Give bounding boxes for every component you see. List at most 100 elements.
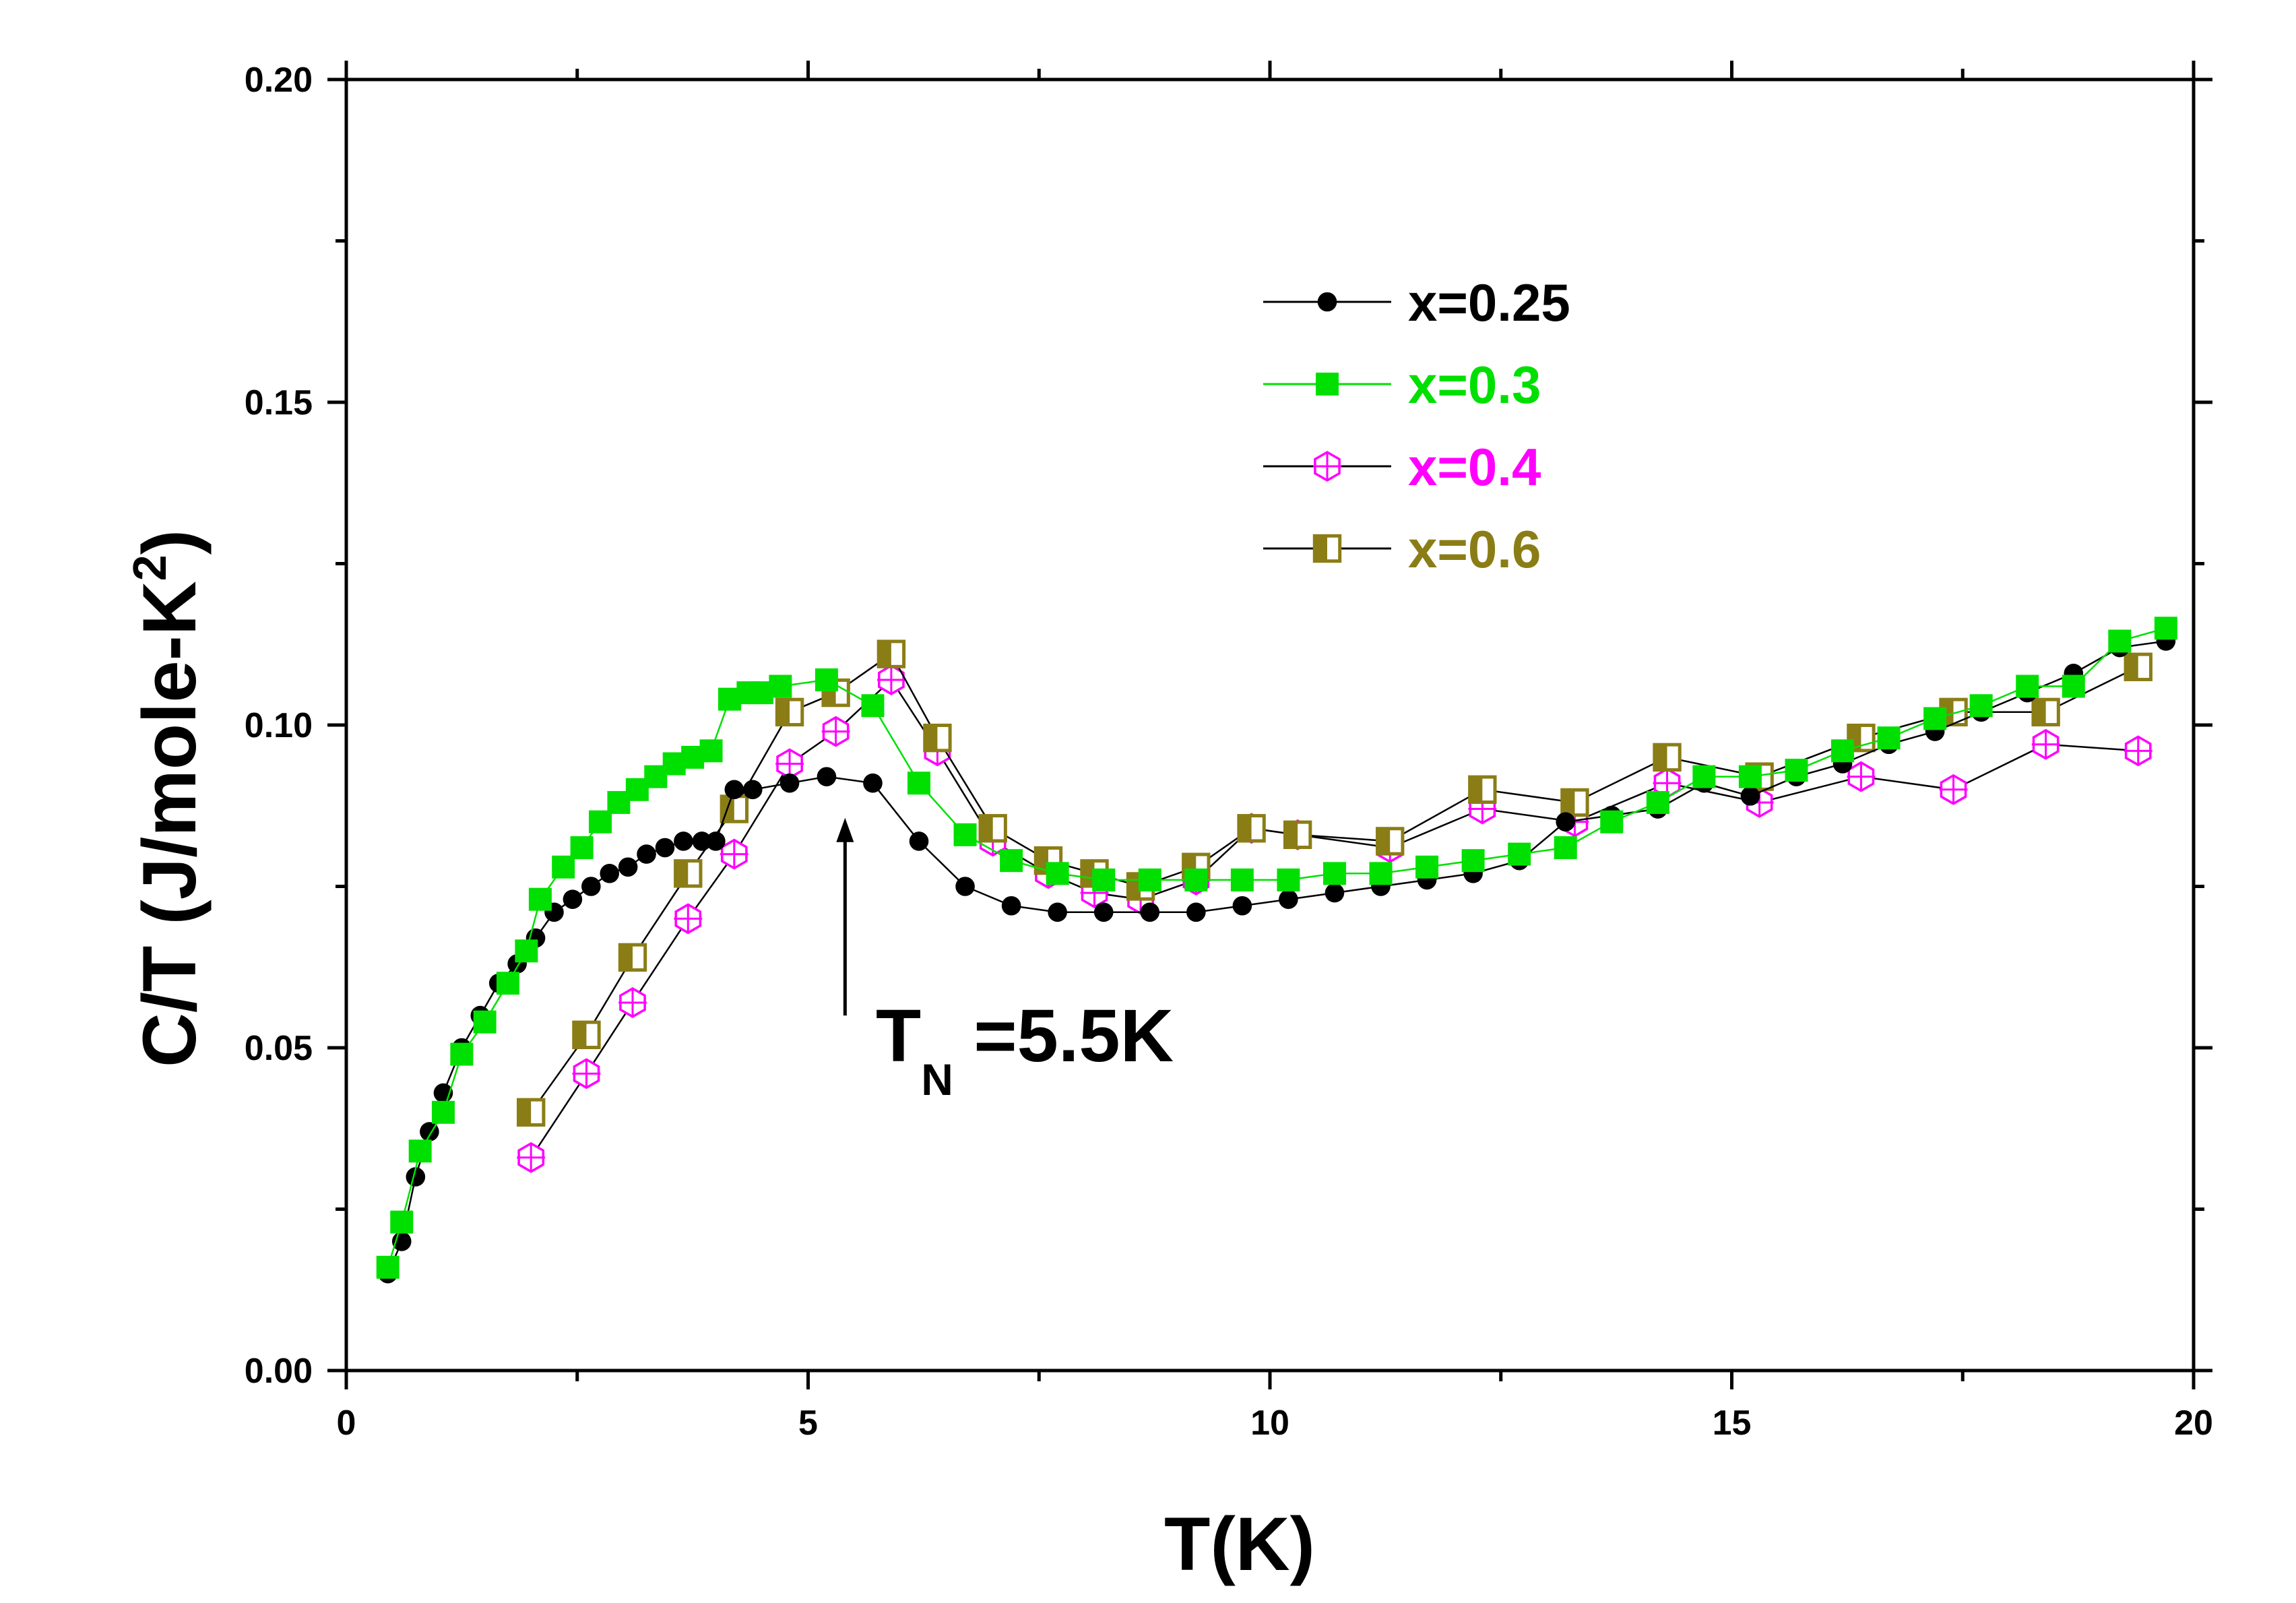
data-point (2124, 652, 2152, 681)
data-point (2062, 674, 2085, 698)
data-point (978, 814, 1007, 843)
data-point (2031, 697, 2060, 727)
data-point-fill (924, 725, 938, 751)
data-point (1415, 855, 1439, 879)
tn-label-sub: N (921, 1055, 953, 1104)
data-point-fill (1035, 848, 1048, 873)
data-point (1184, 868, 1208, 891)
data-point (637, 844, 656, 864)
data-point (408, 1139, 432, 1163)
data-point (1092, 868, 1116, 891)
x-axis-title: T(K) (1164, 1502, 1315, 1586)
data-point (655, 838, 675, 858)
x-tick-label: 10 (1250, 1404, 1289, 1443)
data-point (390, 1210, 414, 1234)
legend-label: x=0.6 (1408, 520, 1541, 579)
axis-ticks (327, 61, 2212, 1389)
data-point (674, 831, 693, 851)
data-point (1556, 812, 1576, 831)
legend-marker (1316, 373, 1339, 396)
data-point (2031, 728, 2060, 760)
legend-label: x=0.4 (1408, 437, 1541, 497)
data-point (1237, 814, 1266, 843)
legend: x=0.25 x=0.3 x=0.4 x=0.6 (1263, 273, 1570, 579)
data-point (1046, 862, 1069, 885)
data-point (1048, 902, 1067, 922)
data-point (909, 831, 929, 851)
data-point (618, 943, 647, 972)
data-point (1140, 902, 1160, 922)
data-point (1692, 765, 1716, 788)
data-point (563, 889, 583, 909)
data-point (1785, 759, 1808, 782)
legend-item: x=0.25 (1263, 273, 1570, 332)
data-point (674, 903, 703, 935)
legend-marker (1317, 292, 1337, 312)
data-point (496, 972, 519, 995)
legend-label: x=0.3 (1408, 355, 1541, 414)
data-point-fill (1562, 790, 1575, 815)
data-point (1093, 902, 1114, 922)
data-point (618, 857, 638, 877)
data-point (699, 739, 723, 763)
data-point (1554, 836, 1577, 860)
legend-item: x=0.6 (1263, 520, 1541, 579)
data-point-fill (879, 641, 891, 667)
data-point-fill (1377, 828, 1391, 854)
tick-labels: 0 5 10 15 20 0.00 0.05 0.10 0.15 0.20 (245, 61, 2213, 1443)
data-point (1000, 849, 1023, 873)
data-point (720, 794, 749, 823)
data-point (1877, 726, 1901, 750)
tn-label-value: =5.5K (953, 995, 1174, 1077)
data-point-fill (1469, 777, 1483, 803)
data-point (552, 855, 575, 879)
data-point (742, 780, 763, 800)
data-point-fill (1081, 860, 1095, 887)
data-point (692, 831, 712, 851)
legend-marker-fill (1314, 536, 1327, 561)
tn-label: TN =5.5K (876, 995, 1174, 1104)
data-point (1277, 868, 1300, 891)
y-tick-label: 0.00 (245, 1352, 313, 1391)
data-point (618, 986, 647, 1018)
data-point (674, 859, 703, 888)
x-tick-label: 5 (798, 1404, 818, 1443)
data-point (706, 831, 726, 851)
y-axis-title-superscript: 2 (123, 555, 176, 581)
legend-item: x=0.4 (1263, 437, 1541, 497)
data-point (876, 639, 906, 668)
data-point (572, 1058, 601, 1090)
data-point (600, 864, 620, 883)
data-point (876, 664, 905, 695)
series-line (387, 627, 2167, 1268)
data-point (1376, 827, 1405, 856)
data-point (1325, 883, 1345, 903)
data-point (1653, 743, 1682, 772)
data-point (589, 810, 612, 834)
data-point (1138, 868, 1161, 891)
data-point (1186, 902, 1206, 922)
legend-marker (1312, 534, 1342, 563)
data-point (1939, 774, 1968, 805)
data-point (1653, 767, 1682, 799)
legend-item: x=0.3 (1263, 355, 1541, 414)
data-point (1969, 694, 1993, 718)
data-point (953, 823, 977, 846)
data-point (1600, 810, 1624, 834)
data-point-fill (1238, 815, 1252, 841)
data-point-fill (1654, 745, 1667, 770)
y-tick-label: 0.05 (245, 1029, 313, 1068)
data-point (1283, 820, 1312, 850)
data-point (2154, 617, 2177, 640)
data-point (450, 1042, 474, 1066)
data-point (2016, 674, 2039, 698)
data-point (572, 1020, 601, 1050)
tn-label-main: T (876, 995, 921, 1077)
data-point (907, 772, 931, 795)
data-point (528, 887, 552, 911)
y-axis-title-close: ) (127, 530, 212, 555)
data-point (1279, 889, 1298, 909)
data-point (1560, 788, 1589, 817)
